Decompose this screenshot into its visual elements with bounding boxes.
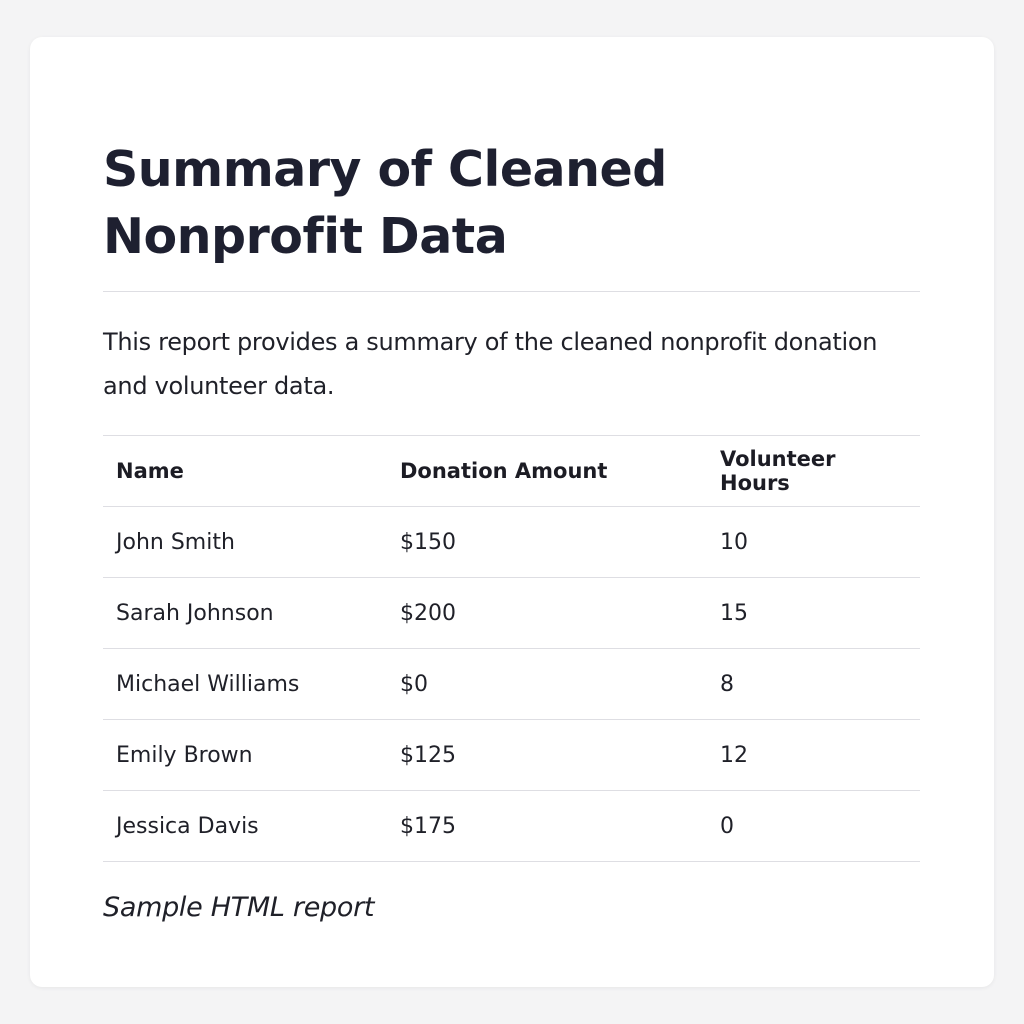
table-row: John Smith $150 10 xyxy=(103,506,920,578)
report-caption: Sample HTML report xyxy=(103,892,375,923)
intro-paragraph: This report provides a summary of the cl… xyxy=(103,328,878,400)
column-header-volunteer-hours: Volunteer Hours xyxy=(707,435,920,507)
cell-volunteer-hours: 15 xyxy=(707,577,920,649)
page-title: Summary of Cleaned Nonprofit Data xyxy=(103,141,667,265)
cell-name: John Smith xyxy=(103,506,387,578)
cell-volunteer-hours: 8 xyxy=(707,648,920,720)
cell-donation-amount: $125 xyxy=(387,719,707,791)
cell-volunteer-hours: 12 xyxy=(707,719,920,791)
cell-donation-amount: $0 xyxy=(387,648,707,720)
table-row: Jessica Davis $175 0 xyxy=(103,790,920,862)
table-row: Sarah Johnson $200 15 xyxy=(103,577,920,649)
cell-name: Sarah Johnson xyxy=(103,577,387,649)
cell-volunteer-hours: 0 xyxy=(707,790,920,862)
table-row: Emily Brown $125 12 xyxy=(103,719,920,791)
column-header-name: Name xyxy=(103,435,387,507)
cell-volunteer-hours: 10 xyxy=(707,506,920,578)
cell-name: Emily Brown xyxy=(103,719,387,791)
title-divider xyxy=(103,291,920,292)
report-card: Summary of Cleaned Nonprofit Data This r… xyxy=(30,37,994,987)
table-row: Michael Williams $0 8 xyxy=(103,648,920,720)
cell-donation-amount: $150 xyxy=(387,506,707,578)
column-header-donation-amount: Donation Amount xyxy=(387,435,707,507)
cell-name: Jessica Davis xyxy=(103,790,387,862)
cell-name: Michael Williams xyxy=(103,648,387,720)
data-table: Name Donation Amount Volunteer Hours Joh… xyxy=(103,435,920,862)
table-header-row: Name Donation Amount Volunteer Hours xyxy=(103,435,920,507)
cell-donation-amount: $175 xyxy=(387,790,707,862)
cell-donation-amount: $200 xyxy=(387,577,707,649)
